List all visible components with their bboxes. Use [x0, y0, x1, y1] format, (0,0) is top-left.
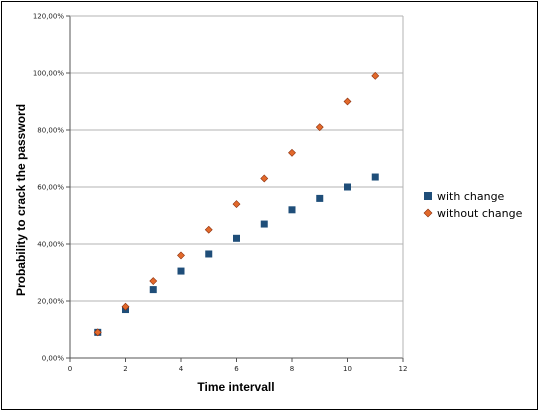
axes: [66, 15, 404, 362]
legend-label-with-change: with change: [437, 190, 505, 203]
point-with-change: [344, 183, 351, 191]
point-with-change: [316, 194, 324, 202]
point-with-change: [205, 250, 213, 258]
point-without-change: [204, 225, 213, 234]
legend: with change without change: [423, 190, 523, 220]
y-tick-label: 100,00%: [33, 70, 64, 78]
point-without-change: [232, 200, 241, 209]
y-tick-label: 60,00%: [37, 184, 64, 192]
y-tick-label: 0,00%: [42, 355, 65, 363]
point-without-change: [343, 97, 352, 106]
point-without-change: [260, 174, 269, 183]
x-tick-label: 4: [179, 365, 184, 373]
point-with-change: [149, 286, 157, 294]
legend-marker-with-change: [424, 192, 432, 200]
y-axis-title: Probability to crack the password: [14, 104, 28, 296]
x-tick-label: 6: [234, 365, 239, 373]
x-tick-label: 2: [123, 365, 127, 373]
legend-label-without-change: without change: [437, 207, 523, 220]
point-without-change: [177, 251, 185, 260]
point-without-change: [315, 123, 324, 132]
point-with-change: [177, 267, 185, 275]
y-tick-label: 80,00%: [37, 127, 64, 135]
point-without-change: [121, 302, 130, 311]
point-without-change: [371, 71, 380, 80]
y-tick-label: 120,00%: [33, 13, 64, 21]
x-tick-label: 12: [399, 365, 408, 373]
x-tick-label: 10: [343, 365, 352, 373]
y-tick-label: 20,00%: [37, 298, 64, 306]
x-tick-label: 8: [290, 365, 294, 373]
point-without-change: [93, 328, 102, 337]
point-with-change: [233, 234, 240, 242]
point-without-change: [288, 148, 296, 157]
grid-lines: [70, 15, 403, 302]
data-points: [93, 71, 380, 337]
point-without-change: [149, 277, 158, 285]
point-with-change: [260, 220, 268, 228]
point-with-change: [371, 173, 379, 181]
legend-marker-without-change: [423, 208, 433, 218]
y-tick-labels: 0,00% 20,00% 40,00% 60,00% 80,00% 100,00% 120,…: [33, 13, 64, 363]
point-with-change: [288, 206, 296, 214]
x-axis-title: Time intervall: [197, 380, 274, 394]
x-tick-label: 0: [68, 365, 72, 373]
x-tick-labels: 0 2 4 6 8 10 12: [68, 365, 408, 373]
y-tick-label: 40,00%: [37, 241, 64, 249]
